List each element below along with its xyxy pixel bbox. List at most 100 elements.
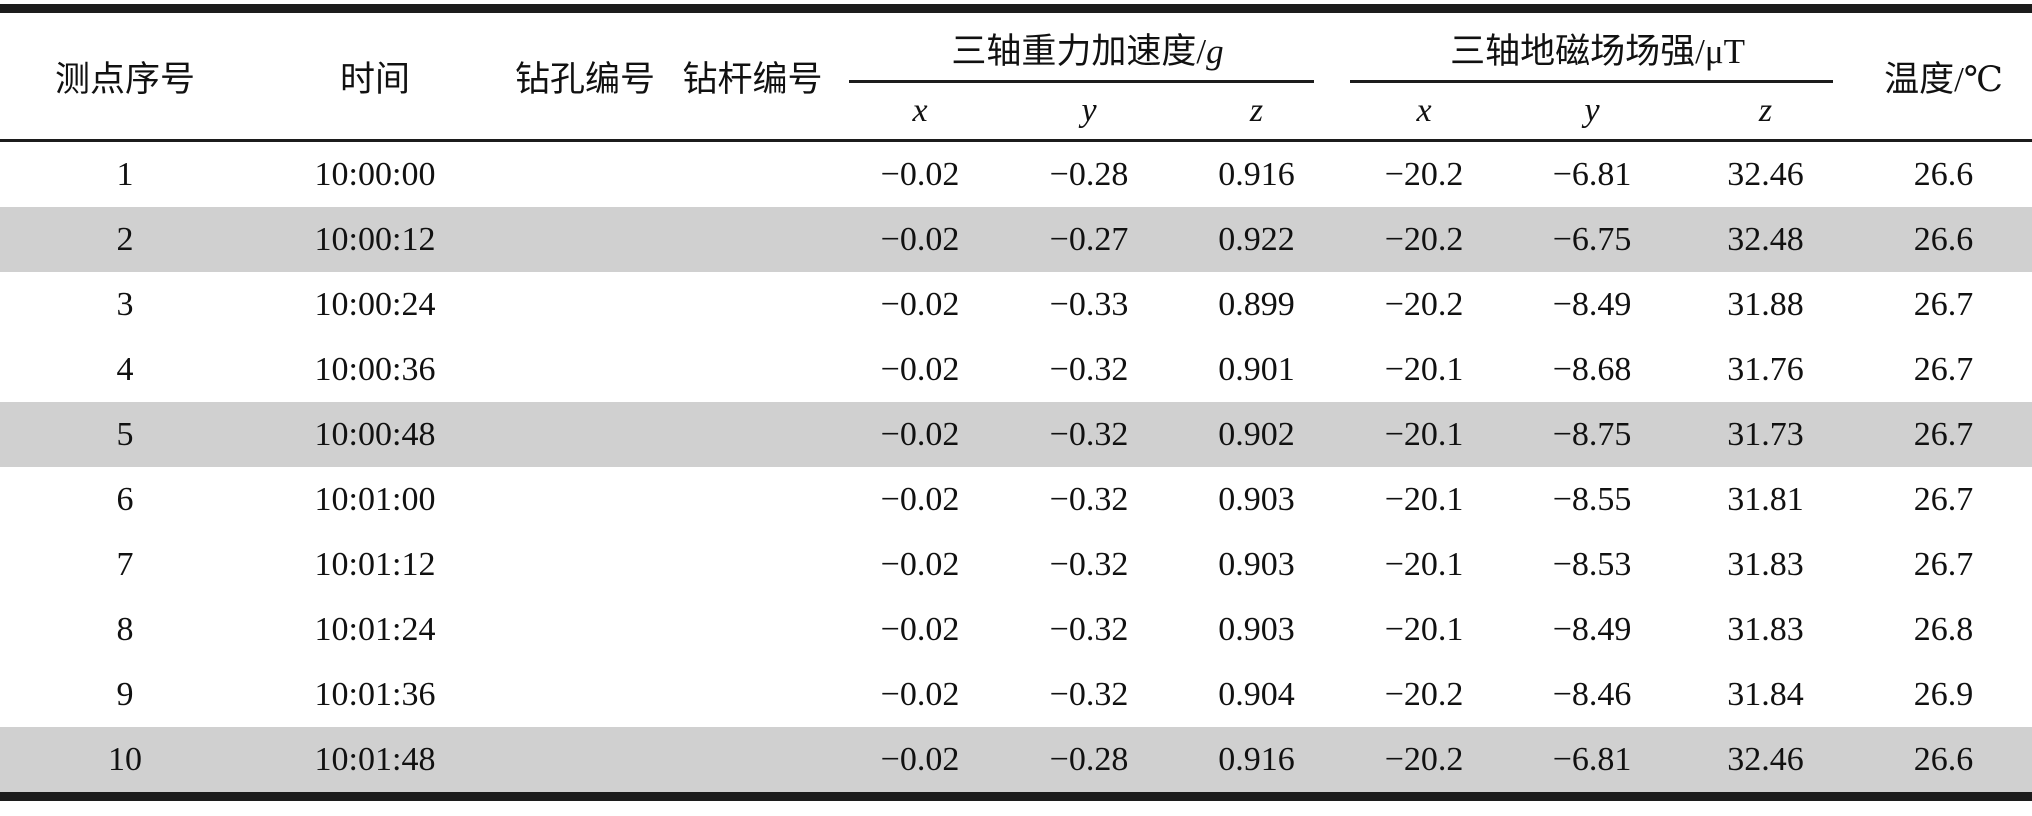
table-cell: 26.7 [1913, 545, 1974, 583]
table-cell: −0.33 [1049, 285, 1129, 323]
table-cell: 10:00:00 [314, 155, 436, 193]
table-cell: 10:00:48 [314, 415, 436, 453]
table-cell: 0.901 [1218, 350, 1295, 388]
table-cell [500, 532, 670, 597]
table-cell: 10:01:48 [314, 740, 436, 778]
table-cell: 10:00:36 [314, 350, 436, 388]
table-cell: 31.76 [1727, 350, 1804, 388]
subheader-gravity-y: y [1005, 83, 1173, 142]
table-cell: 2 [116, 220, 134, 258]
table-cell: 26.6 [1913, 155, 1974, 193]
group-header-magnetic: 三轴地磁场场强/μT [1340, 9, 1855, 84]
table-cell: −20.1 [1384, 415, 1464, 453]
table-cell: −0.02 [880, 155, 960, 193]
column-header-borehole-number: 钻孔编号 [500, 8, 670, 142]
table-cell: 0.922 [1218, 220, 1295, 258]
table-cell: −0.32 [1049, 610, 1129, 648]
column-header-point-number: 测点序号 [0, 8, 250, 142]
table-cell [500, 727, 670, 797]
header-row-axes: x y z x y z [0, 83, 2032, 142]
table-cell: 26.9 [1913, 675, 1974, 713]
table-cell: −20.1 [1384, 610, 1464, 648]
table-cell: −0.02 [880, 480, 960, 518]
table-row: 9 10:01:36 −0.02 −0.32 0.904 −20.2 −8.46 31.84 2… [0, 662, 2032, 727]
table-cell: 8 [116, 610, 134, 648]
table-cell: −8.53 [1552, 545, 1632, 583]
table-cell: −20.2 [1384, 285, 1464, 323]
table-cell: 7 [116, 545, 134, 583]
table-cell: −6.81 [1552, 740, 1632, 778]
column-header-drillpipe-number: 钻杆编号 [670, 8, 835, 142]
table-row: 3 10:00:24 −0.02 −0.33 0.899 −20.2 −8.49 31.88 2… [0, 272, 2032, 337]
table-row: 8 10:01:24 −0.02 −0.32 0.903 −20.1 −8.49 31.83 2… [0, 597, 2032, 662]
table-cell: 26.7 [1913, 480, 1974, 518]
table-cell [670, 337, 835, 402]
table-cell: 10:00:24 [314, 285, 436, 323]
table-cell: 6 [116, 480, 134, 518]
table-cell: −8.75 [1552, 415, 1632, 453]
table-row: 4 10:00:36 −0.02 −0.32 0.901 −20.1 −8.68 31.76 2… [0, 337, 2032, 402]
table-row: 1 10:00:00 −0.02 −0.28 0.916 −20.2 −6.81 32.46 2… [0, 141, 2032, 208]
table-cell: −0.02 [880, 545, 960, 583]
table-header: 测点序号 时间 钻孔编号 钻杆编号 三轴重力加速度/g 三轴地磁场场强/μT 温… [0, 8, 2032, 142]
table-cell [670, 467, 835, 532]
table-cell [500, 597, 670, 662]
table-cell: −0.02 [880, 415, 960, 453]
table-cell: 0.903 [1218, 480, 1295, 518]
table-cell: 4 [116, 350, 134, 388]
table-cell: −0.32 [1049, 675, 1129, 713]
table-cell: 10:01:00 [314, 480, 436, 518]
table-cell: 10:01:24 [314, 610, 436, 648]
group-header-gravity-label: 三轴重力加速度/ [951, 31, 1207, 71]
table-cell: −20.2 [1384, 220, 1464, 258]
table-cell: 10:00:12 [314, 220, 436, 258]
table-cell [670, 597, 835, 662]
table-cell: 1 [116, 155, 134, 193]
table-cell: −6.75 [1552, 220, 1632, 258]
table-cell: 26.7 [1913, 415, 1974, 453]
column-header-time: 时间 [250, 8, 500, 142]
table-cell: −0.32 [1049, 480, 1129, 518]
table-cell: 0.903 [1218, 545, 1295, 583]
table-cell: 26.7 [1913, 350, 1974, 388]
table-cell: −6.81 [1552, 155, 1632, 193]
table-row: 6 10:01:00 −0.02 −0.32 0.903 −20.1 −8.55 31.81 2… [0, 467, 2032, 532]
table-cell [670, 272, 835, 337]
table-cell [500, 662, 670, 727]
table-cell: 32.46 [1727, 740, 1804, 778]
table-cell: 5 [116, 415, 134, 453]
table-cell: −0.32 [1049, 350, 1129, 388]
table-cell: 0.916 [1218, 155, 1295, 193]
table-cell: 9 [116, 675, 134, 713]
table-row: 10 10:01:48 −0.02 −0.28 0.916 −20.2 −6.81 32.46… [0, 727, 2032, 797]
table-cell: −0.02 [880, 740, 960, 778]
table-cell [670, 402, 835, 467]
table-cell: 10:01:36 [314, 675, 436, 713]
table-cell: −0.28 [1049, 155, 1129, 193]
group-header-gravity-unit: g [1206, 31, 1224, 71]
table-cell: −20.1 [1384, 350, 1464, 388]
subheader-gravity-z: z [1173, 83, 1341, 142]
table-cell: 10 [108, 740, 142, 778]
table-cell [500, 207, 670, 272]
table-cell: −0.02 [880, 285, 960, 323]
table-cell: −0.02 [880, 350, 960, 388]
table-cell: 32.46 [1727, 155, 1804, 193]
table-cell: 26.8 [1913, 610, 1974, 648]
group-header-magnetic-label: 三轴地磁场场强/ [1450, 31, 1705, 71]
table-cell: −8.46 [1552, 675, 1632, 713]
table-cell: 3 [116, 285, 134, 323]
table-cell: 0.904 [1218, 675, 1295, 713]
table-cell: −20.2 [1384, 155, 1464, 193]
table-cell: −20.2 [1384, 740, 1464, 778]
table-cell: −8.68 [1552, 350, 1632, 388]
table-cell [500, 272, 670, 337]
table-cell [670, 662, 835, 727]
table-cell: 0.899 [1218, 285, 1295, 323]
table-cell: 31.73 [1727, 415, 1804, 453]
table-cell: −0.02 [880, 610, 960, 648]
table-cell: −0.32 [1049, 545, 1129, 583]
column-header-temperature: 温度/℃ [1855, 8, 2032, 142]
table-cell: 26.6 [1913, 220, 1974, 258]
table-cell: 0.902 [1218, 415, 1295, 453]
